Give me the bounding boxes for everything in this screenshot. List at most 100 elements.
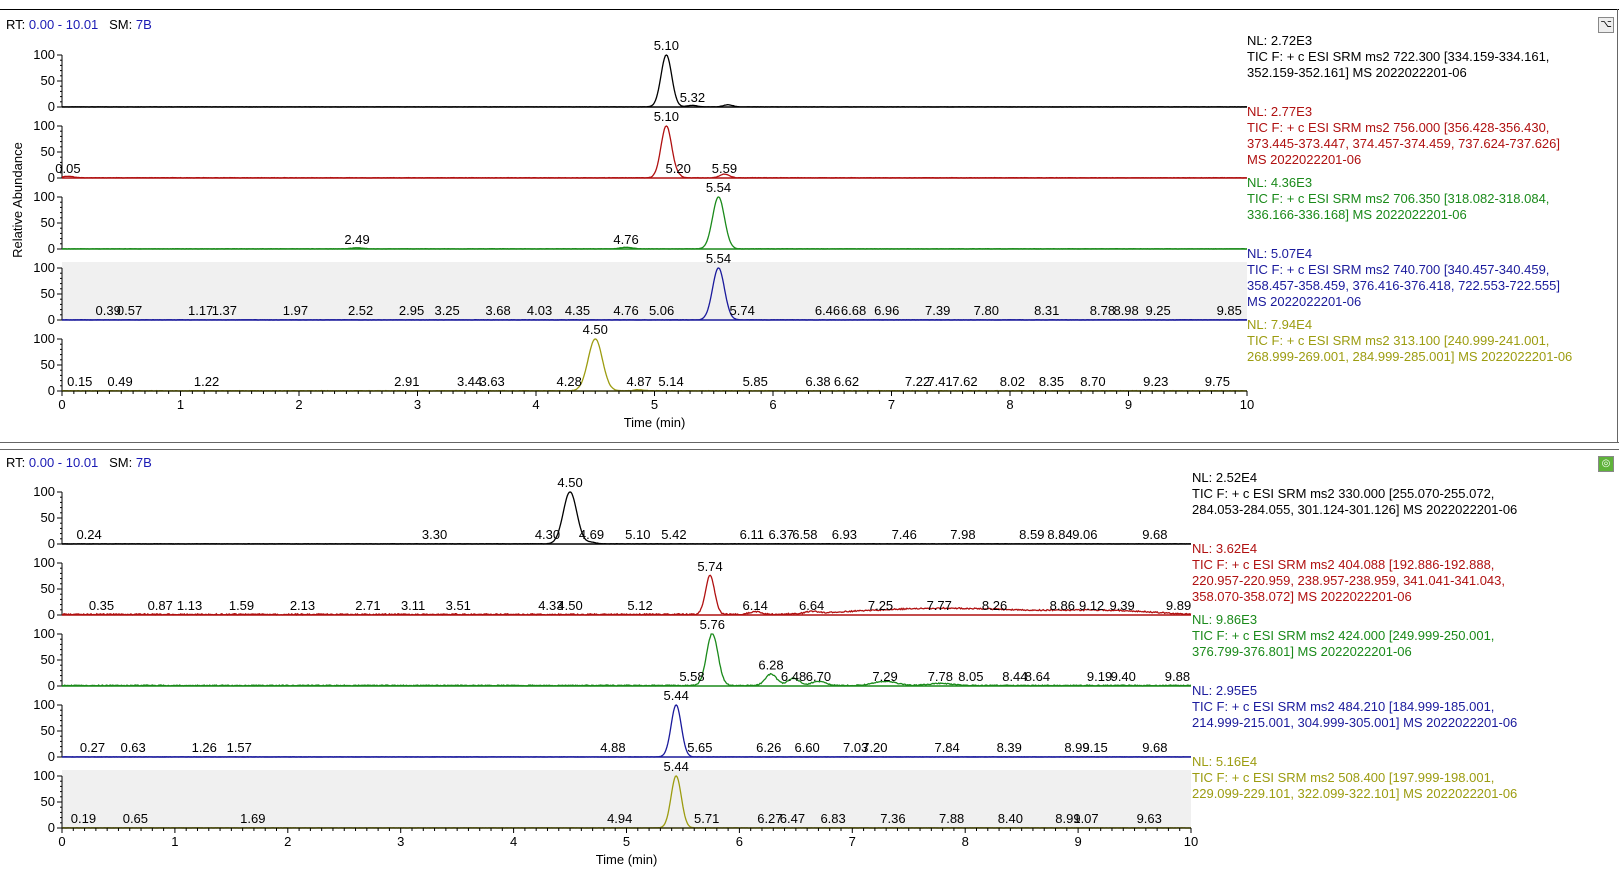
peak-label: 6.68 — [841, 303, 866, 318]
x-tick-label: 7 — [849, 834, 856, 849]
peak-label: 9.63 — [1137, 811, 1162, 826]
peak-label: 0.87 — [148, 598, 173, 613]
y-tick-label: 0 — [48, 170, 55, 185]
peak-label: 1.59 — [229, 598, 254, 613]
peak-label: 6.48 — [781, 669, 806, 684]
trace-info: NL: 9.86E3 TIC F: + c ESI SRM ms2 424.000… — [1192, 612, 1494, 660]
y-tick-label: 0 — [48, 749, 55, 764]
y-tick-label: 100 — [33, 484, 55, 499]
y-tick-label: 0 — [48, 241, 55, 256]
peak-label: 3.68 — [485, 303, 510, 318]
peak-label: 2.71 — [355, 598, 380, 613]
trace-line — [61, 574, 1192, 616]
y-tick-label: 50 — [41, 723, 55, 738]
peak-label: 8.26 — [982, 598, 1007, 613]
x-axis-label: Time (min) — [624, 415, 686, 430]
peak-label: 6.38 — [805, 374, 830, 389]
normalization-level: NL: 7.94E4 — [1247, 317, 1313, 332]
peak-label: 7.78 — [928, 669, 953, 684]
peak-label: 8.64 — [1025, 669, 1050, 684]
sm-value: 7B — [135, 455, 152, 470]
peak-label: 7.03 — [843, 740, 868, 755]
peak-label: 9.06 — [1072, 527, 1097, 542]
peak-label: 0.24 — [76, 527, 101, 542]
peak-label: 8.99 — [1064, 740, 1089, 755]
peak-label: 6.11 — [740, 527, 764, 542]
link-icon[interactable]: ◎ — [1598, 456, 1614, 472]
scan-filter: TIC F: + c ESI SRM ms2 313.100 [240.999-… — [1247, 333, 1573, 364]
peak-label: 7.77 — [927, 598, 952, 613]
peak-label: 7.80 — [974, 303, 999, 318]
peak-label: 5.32 — [680, 90, 705, 105]
peak-label: 0.39 — [96, 303, 121, 318]
y-tick-label: 100 — [33, 768, 55, 783]
normalization-level: NL: 5.16E4 — [1192, 754, 1258, 769]
y-tick-label: 0 — [48, 312, 55, 327]
peak-label: 7.36 — [880, 811, 905, 826]
panel-right-border — [1617, 9, 1618, 442]
peak-label: 9.23 — [1143, 374, 1168, 389]
x-tick-label: 8 — [1006, 397, 1013, 412]
trace-1-4: 0 50 100 0.390.57 1.171.37 1.97 2.52 2.95 3.25 3.… — [33, 251, 1248, 327]
peak-label: 8.91 — [1055, 811, 1080, 826]
peak-label: 2.13 — [290, 598, 315, 613]
y-tick-label: 0 — [48, 607, 55, 622]
y-tick-label: 0 — [48, 536, 55, 551]
peak-label: 1.57 — [227, 740, 252, 755]
peak-label: 6.27 — [757, 811, 782, 826]
rt-range-value: 0.00 - 10.01 — [28, 455, 99, 470]
peak-label: 5.44 — [664, 688, 689, 703]
trace-line — [61, 491, 1192, 545]
scan-filter: TIC F: + c ESI SRM ms2 706.350 [318.082-… — [1247, 191, 1550, 222]
trace-info: NL: 2.77E3 TIC F: + c ESI SRM ms2 756.000… — [1247, 104, 1560, 168]
peak-label: 8.86 — [1050, 598, 1075, 613]
peak-label: 8.70 — [1080, 374, 1105, 389]
peak-label: 7.62 — [952, 374, 977, 389]
peak-label: 7.22 — [905, 374, 930, 389]
peak-label: 4.50 — [583, 322, 608, 337]
peak-label: 8.02 — [1000, 374, 1025, 389]
peak-label: 4.87 — [626, 374, 651, 389]
trace-2-4: 0 50 100 0.27 0.63 1.26 1.57 4.88 5.44 5.65 6.26 6.… — [33, 688, 1192, 764]
trace-info: NL: 7.94E4 TIC F: + c ESI SRM ms2 313.100… — [1247, 317, 1572, 365]
normalization-level: NL: 9.86E3 — [1192, 612, 1258, 627]
scan-filter: TIC F: + c ESI SRM ms2 484.210 [184.999-… — [1192, 699, 1518, 730]
normalization-level: NL: 5.07E4 — [1247, 246, 1313, 261]
y-tick-label: 100 — [33, 118, 55, 133]
y-tick-label: 100 — [33, 331, 55, 346]
peak-label: 8.40 — [998, 811, 1023, 826]
peak-label: 6.96 — [874, 303, 899, 318]
peak-label: 8.84 — [1047, 527, 1072, 542]
peak-label: 0.49 — [107, 374, 132, 389]
y-tick-label: 100 — [33, 555, 55, 570]
trace-info: NL: 2.52E4 TIC F: + c ESI SRM ms2 330.000… — [1192, 470, 1517, 518]
y-tick-label: 0 — [48, 99, 55, 114]
peak-label: 6.60 — [794, 740, 819, 755]
y-tick-label: 100 — [33, 697, 55, 712]
peak-label: 0.19 — [71, 811, 96, 826]
y-tick-label: 50 — [41, 73, 55, 88]
peak-label: 9.12 — [1079, 598, 1104, 613]
peak-label: 5.54 — [706, 251, 731, 266]
peak-label: 3.51 — [446, 598, 471, 613]
trace-1-5: 0 50 100 0.15 0.49 1.22 2.91 3.443.63 4.28 4.50 4.… — [33, 322, 1248, 398]
panel-divider — [0, 442, 1619, 443]
peak-label: 7.20 — [862, 740, 887, 755]
peak-label: 7.41 — [927, 374, 952, 389]
x-tick-label: 7 — [888, 397, 895, 412]
trace-info: NL: 4.36E3 TIC F: + c ESI SRM ms2 706.350… — [1247, 175, 1549, 223]
x-tick-label: 3 — [414, 397, 421, 412]
x-tick-label: 10 — [1240, 397, 1254, 412]
peak-label: 5.65 — [687, 740, 712, 755]
x-tick-label: 3 — [397, 834, 404, 849]
x-tick-label: 1 — [171, 834, 178, 849]
peak-label: 6.58 — [792, 527, 817, 542]
peak-label: 9.39 — [1109, 598, 1134, 613]
rt-label: RT: — [6, 455, 26, 470]
peak-label: 9.40 — [1111, 669, 1136, 684]
pin-icon[interactable]: ⌥ — [1598, 17, 1614, 33]
peak-label: 9.19 — [1087, 669, 1112, 684]
peak-label: 6.14 — [743, 598, 768, 613]
x-axis-label: Time (min) — [596, 852, 658, 867]
x-tick-label: 5 — [651, 397, 658, 412]
